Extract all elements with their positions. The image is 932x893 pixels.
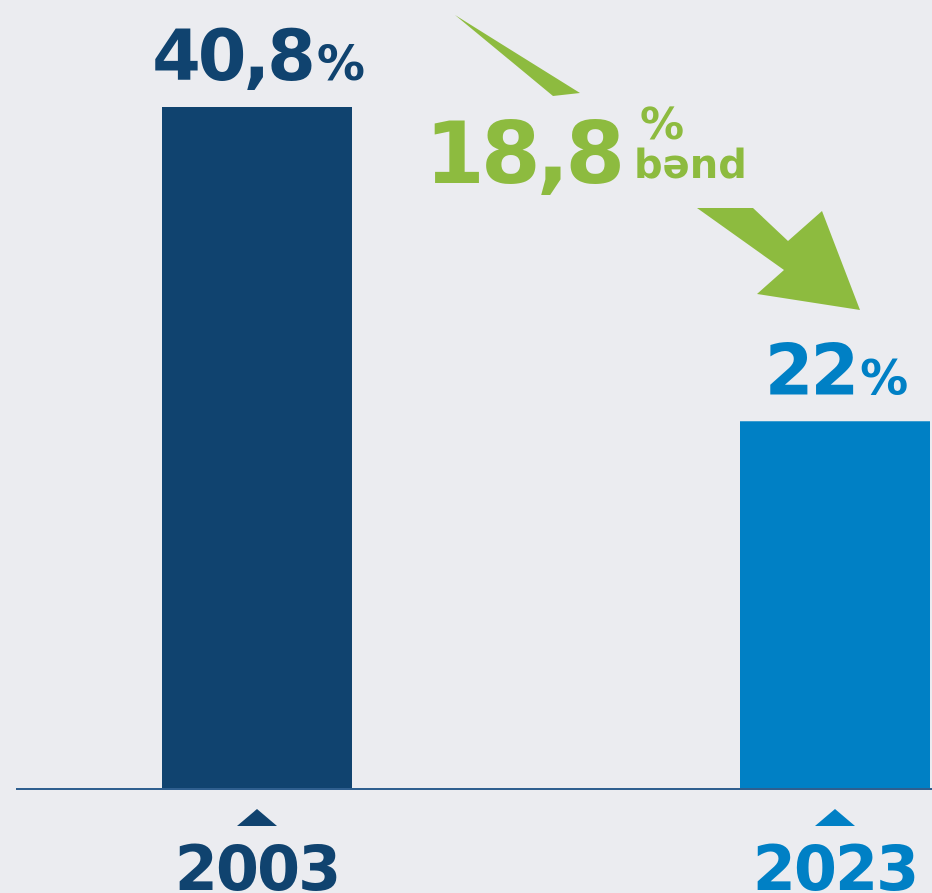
thin-arrow-stroke (455, 15, 580, 96)
bars-layer (162, 107, 930, 789)
labels-layer: 40,8% 2003 22% 2023 (152, 15, 919, 893)
down-arrow-icon (697, 208, 860, 310)
tick-marker-icon (815, 809, 855, 826)
category-label-2003: 2003 (175, 832, 340, 893)
tick-marker-icon (237, 809, 277, 826)
category-label-2023: 2023 (753, 832, 918, 893)
change-word: bənd (634, 142, 747, 188)
change-unit: % (640, 99, 684, 150)
bar-2003 (162, 107, 352, 789)
value-label-2003: 40,8% (152, 15, 364, 97)
value-label-2023: 22% (765, 329, 907, 411)
change-value: 18,8 (425, 104, 621, 204)
tick-markers (237, 809, 855, 826)
change-annotation: 18,8 % bənd (425, 15, 860, 310)
bar-2023 (740, 421, 930, 789)
